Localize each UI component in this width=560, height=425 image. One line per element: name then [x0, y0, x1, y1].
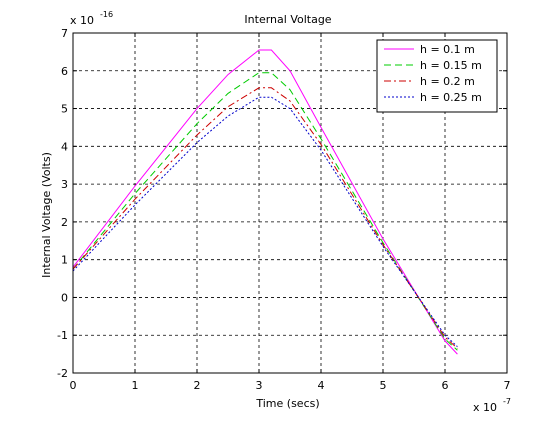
legend-box — [376, 39, 498, 113]
x-tick-label: 4 — [318, 379, 325, 392]
y-tick-label: 6 — [61, 65, 68, 78]
axes-box — [72, 32, 508, 374]
y-tick-label: 7 — [61, 27, 68, 40]
x-tick-label: 5 — [380, 379, 387, 392]
series-layer — [72, 49, 458, 355]
y-tick-label: 2 — [61, 216, 68, 229]
y-tick-label: -1 — [57, 329, 68, 342]
x-tick-label: 7 — [504, 379, 511, 392]
tick-layer: 0 1 2 3 4 5 6 7 -2 -1 0 1 2 3 4 5 6 7 — [57, 27, 510, 392]
y-tick-label: 0 — [61, 291, 68, 304]
y-axis-label: Internal Voltage (Volts) — [40, 152, 53, 278]
y-tick-label: 3 — [61, 178, 68, 191]
x-tick-label: 1 — [132, 379, 139, 392]
x-axis-label: Time (secs) — [255, 397, 319, 410]
x-tick-label: 0 — [70, 379, 77, 392]
x-multiplier-base: x 10 — [473, 401, 497, 414]
legend-label: h = 0.1 m — [420, 43, 475, 56]
series-line — [72, 87, 458, 349]
y-tick-label: 4 — [61, 140, 68, 153]
y-multiplier-base: x 10 — [70, 14, 94, 27]
series-line — [72, 49, 458, 355]
y-tick-label: -2 — [57, 367, 68, 380]
y-tick-label: 1 — [61, 254, 68, 267]
y-multiplier-exponent: -16 — [100, 10, 113, 19]
x-multiplier-exponent: -7 — [503, 397, 511, 406]
legend: h = 0.1 m h = 0.15 m h = 0.2 m h = 0.25 m — [376, 39, 498, 113]
x-tick-label: 6 — [442, 379, 449, 392]
series-line — [72, 96, 458, 347]
legend-label: h = 0.25 m — [420, 91, 482, 104]
legend-label: h = 0.15 m — [420, 59, 482, 72]
y-tick-label: 5 — [61, 103, 68, 116]
series-line — [72, 72, 458, 351]
x-axis-multiplier: x 10 -7 — [473, 397, 511, 414]
legend-label: h = 0.2 m — [420, 75, 475, 88]
x-tick-label: 2 — [194, 379, 201, 392]
chart-title: Internal Voltage — [244, 13, 331, 26]
y-axis-multiplier: x 10 -16 — [70, 10, 113, 27]
x-tick-label: 3 — [256, 379, 263, 392]
